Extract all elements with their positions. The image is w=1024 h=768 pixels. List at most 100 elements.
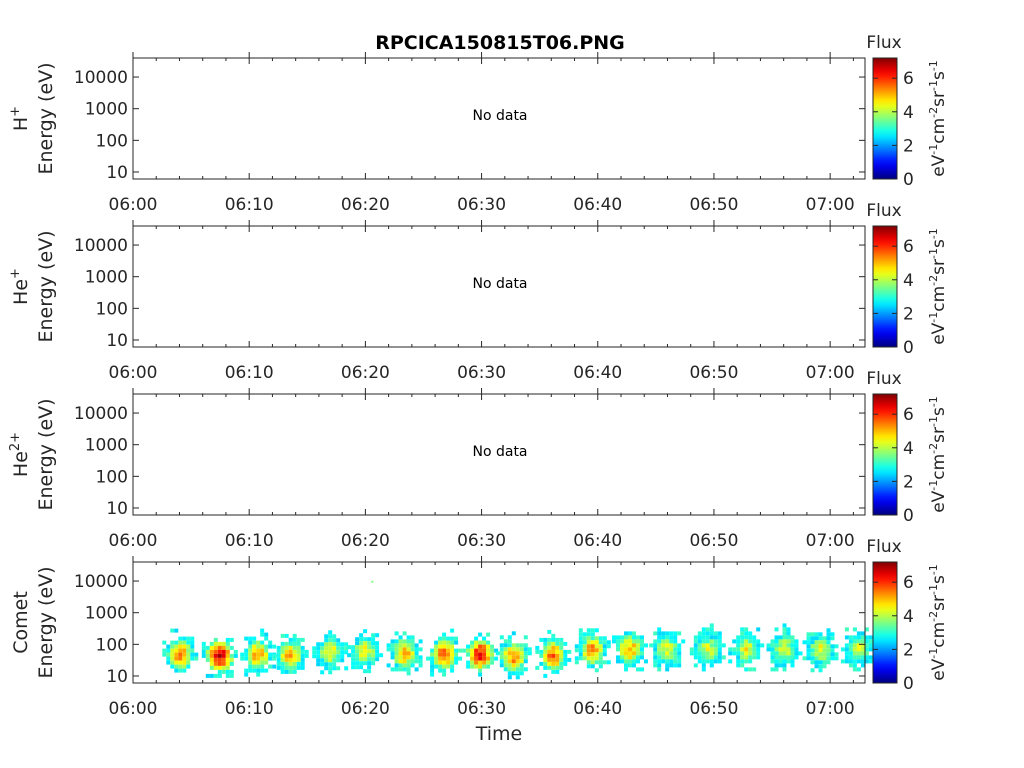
- flux-pixel: [802, 656, 807, 661]
- flux-pixel: [602, 640, 607, 645]
- flux-pixel: [221, 669, 226, 674]
- flux-pixel: [221, 641, 226, 646]
- flux-pixel: [442, 672, 447, 677]
- flux-pixel: [794, 651, 799, 656]
- flux-pixel: [332, 662, 337, 667]
- flux-pixel: [665, 647, 670, 652]
- flux-pixel: [209, 653, 214, 658]
- flux-pixel: [470, 664, 475, 669]
- flux-pixel: [406, 671, 411, 676]
- flux-pixel: [543, 649, 548, 654]
- flux-pixel: [482, 664, 487, 669]
- y-tick-label: 1000: [85, 604, 128, 624]
- unit-part: eV: [929, 154, 949, 176]
- flux-pixel: [260, 644, 265, 649]
- flux-pixel: [284, 669, 289, 674]
- flux-pixel: [201, 653, 206, 658]
- flux-pixel: [860, 635, 865, 640]
- flux-pixel: [229, 645, 234, 650]
- flux-pixel: [818, 660, 823, 665]
- flux-pixel: [728, 651, 733, 656]
- flux-pixel: [586, 648, 591, 653]
- flux-pixel: [336, 646, 341, 651]
- flux-pixel: [454, 648, 459, 653]
- flux-pixel: [515, 659, 520, 664]
- flux-pixel: [288, 649, 293, 654]
- flux-pixel: [240, 652, 245, 657]
- flux-pixel: [402, 659, 407, 664]
- flux-pixel: [653, 639, 658, 644]
- flux-pixel: [402, 647, 407, 652]
- flux-pixel: [673, 655, 678, 660]
- flux-pixel: [434, 656, 439, 661]
- flux-pixel: [624, 643, 628, 648]
- flux-pixel: [470, 660, 475, 665]
- flux-pixel: [806, 644, 811, 649]
- flux-pixel: [284, 665, 289, 670]
- flux-pixel: [474, 652, 479, 657]
- flux-pixel: [701, 647, 706, 652]
- flux-pixel: [248, 652, 253, 657]
- flux-pixel: [312, 650, 317, 655]
- flux-pixel: [864, 655, 869, 660]
- flux-pixel: [844, 647, 849, 652]
- flux-pixel: [494, 648, 499, 653]
- flux-pixel: [567, 657, 572, 662]
- flux-pixel: [786, 631, 791, 636]
- flux-pixel: [363, 641, 368, 646]
- flux-pixel: [578, 636, 583, 641]
- flux-pixel: [515, 667, 520, 672]
- flux-pixel: [190, 636, 195, 641]
- flux-pixel: [288, 657, 293, 662]
- flux-pixel: [559, 641, 564, 646]
- flux-pixel: [336, 650, 341, 655]
- flux-cluster: [649, 627, 686, 672]
- flux-cluster: [840, 627, 877, 672]
- flux-pixel: [636, 659, 640, 664]
- flux-pixel: [594, 660, 599, 665]
- flux-pixel: [602, 660, 607, 665]
- flux-pixel: [186, 648, 191, 653]
- flux-pixel: [398, 643, 403, 648]
- flux-pixel: [732, 639, 737, 644]
- flux-pixel: [438, 664, 443, 669]
- y-tick-label: 100: [96, 299, 128, 319]
- x-tick-label: 06:50: [689, 363, 738, 383]
- flux-pixel: [640, 635, 644, 640]
- flux-pixel: [292, 633, 297, 638]
- flux-pixel: [474, 660, 479, 665]
- flux-pixel: [209, 645, 214, 650]
- x-tick-label: 06:40: [573, 195, 622, 215]
- flux-pixel: [551, 665, 556, 670]
- flux-pixel: [186, 652, 191, 657]
- flux-pixel: [624, 647, 628, 652]
- flux-pixel: [205, 645, 210, 650]
- flux-pixel: [665, 663, 670, 668]
- flux-pixel: [578, 628, 583, 633]
- flux-pixel: [359, 641, 364, 646]
- flux-pixel: [705, 631, 710, 636]
- flux-pixel: [332, 658, 337, 663]
- flux-pixel: [594, 628, 599, 633]
- flux-pixel: [689, 647, 694, 652]
- flux-pixel: [406, 643, 411, 648]
- flux-pixel: [657, 627, 662, 632]
- flux-pixel: [170, 644, 175, 649]
- flux-pixel: [848, 635, 853, 640]
- flux-pixel: [515, 663, 520, 668]
- flux-pixel: [170, 652, 175, 657]
- flux-pixel: [414, 659, 419, 664]
- flux-pixel: [705, 635, 710, 640]
- flux-pixel: [244, 672, 249, 677]
- flux-pixel: [598, 648, 603, 653]
- flux-pixel: [478, 668, 483, 673]
- flux-pixel: [394, 659, 399, 664]
- flux-pixel: [860, 639, 865, 644]
- flux-pixel: [367, 649, 372, 654]
- flux-pixel: [790, 655, 795, 660]
- flux-pixel: [406, 659, 411, 664]
- flux-pixel: [386, 663, 391, 668]
- flux-pixel: [394, 655, 399, 660]
- flux-pixel: [848, 643, 853, 648]
- flux-pixel: [221, 653, 226, 658]
